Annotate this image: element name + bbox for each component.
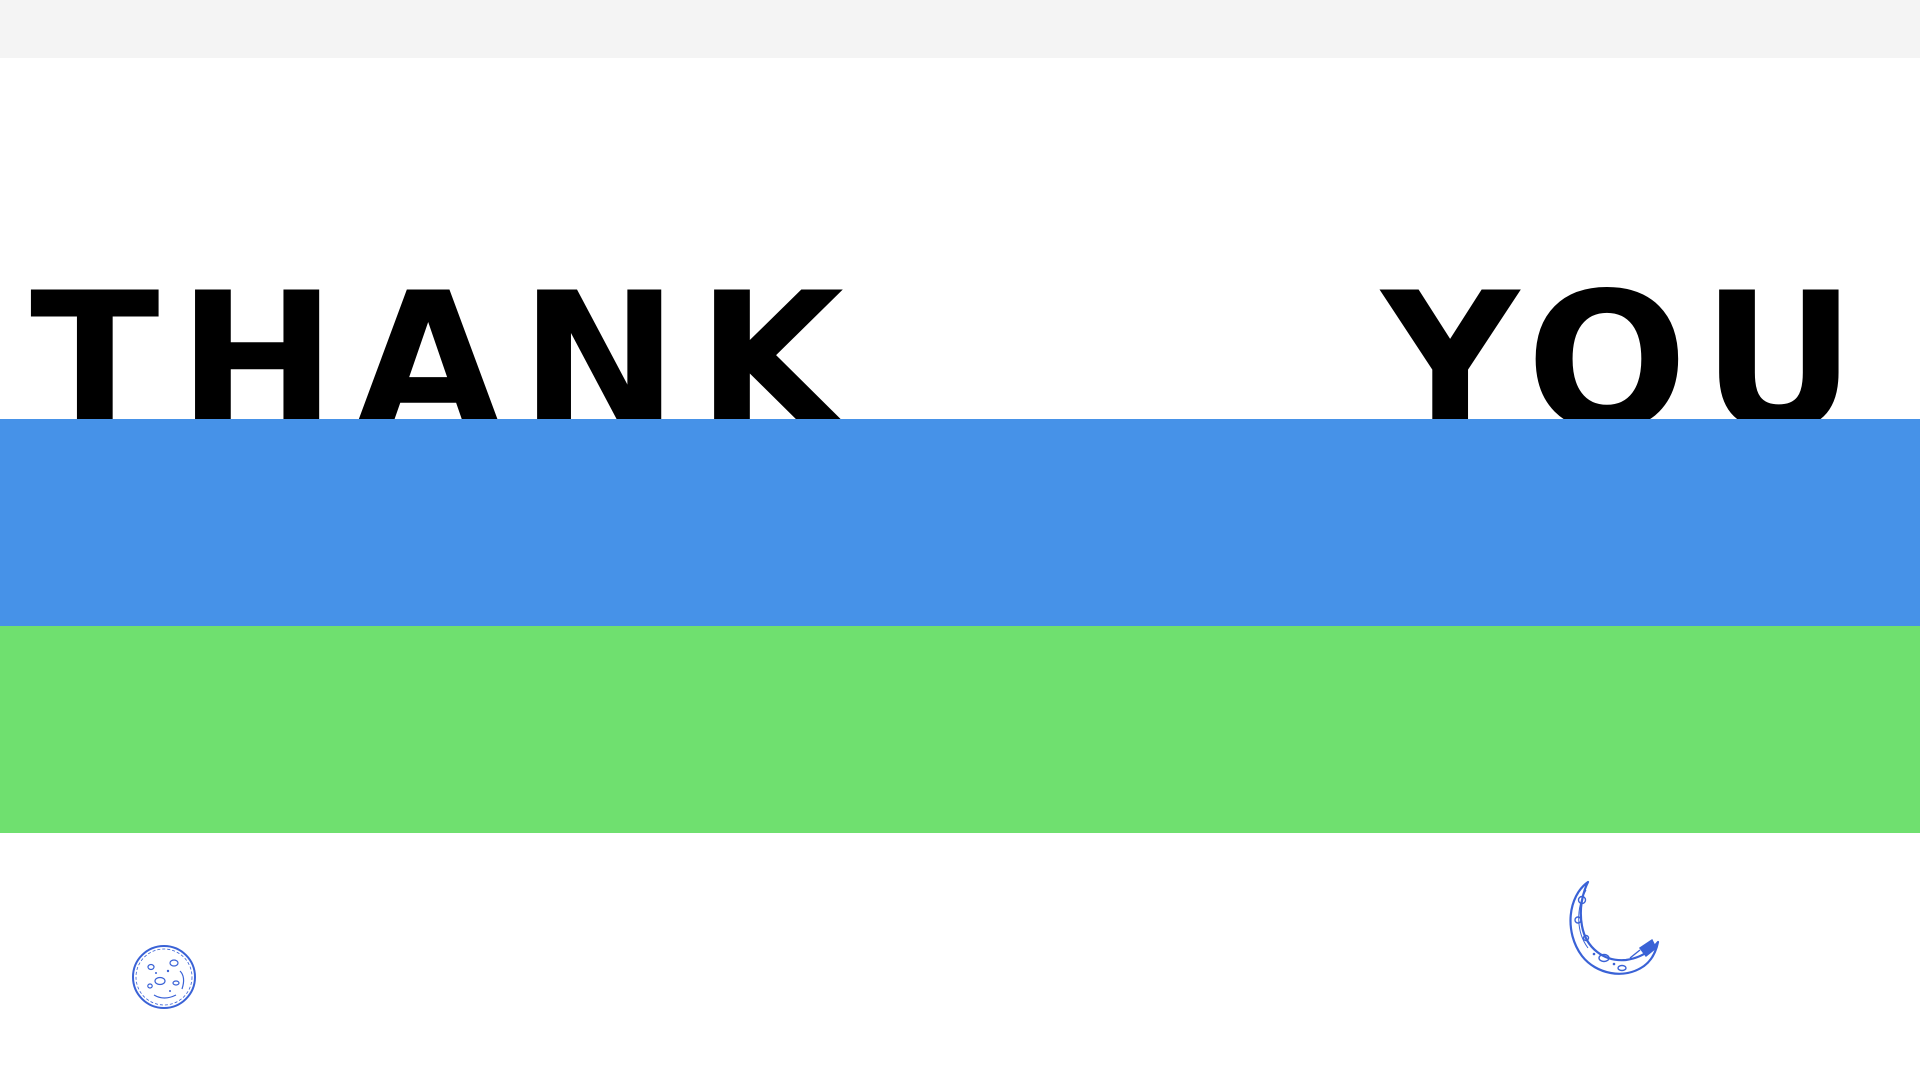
crescent-moon-icon [1569,880,1660,975]
blue-band [0,419,1920,626]
top-strip [0,0,1920,58]
slide: THANK YOU [0,58,1920,1080]
full-moon-icon [132,945,196,1009]
green-band [0,626,1920,833]
